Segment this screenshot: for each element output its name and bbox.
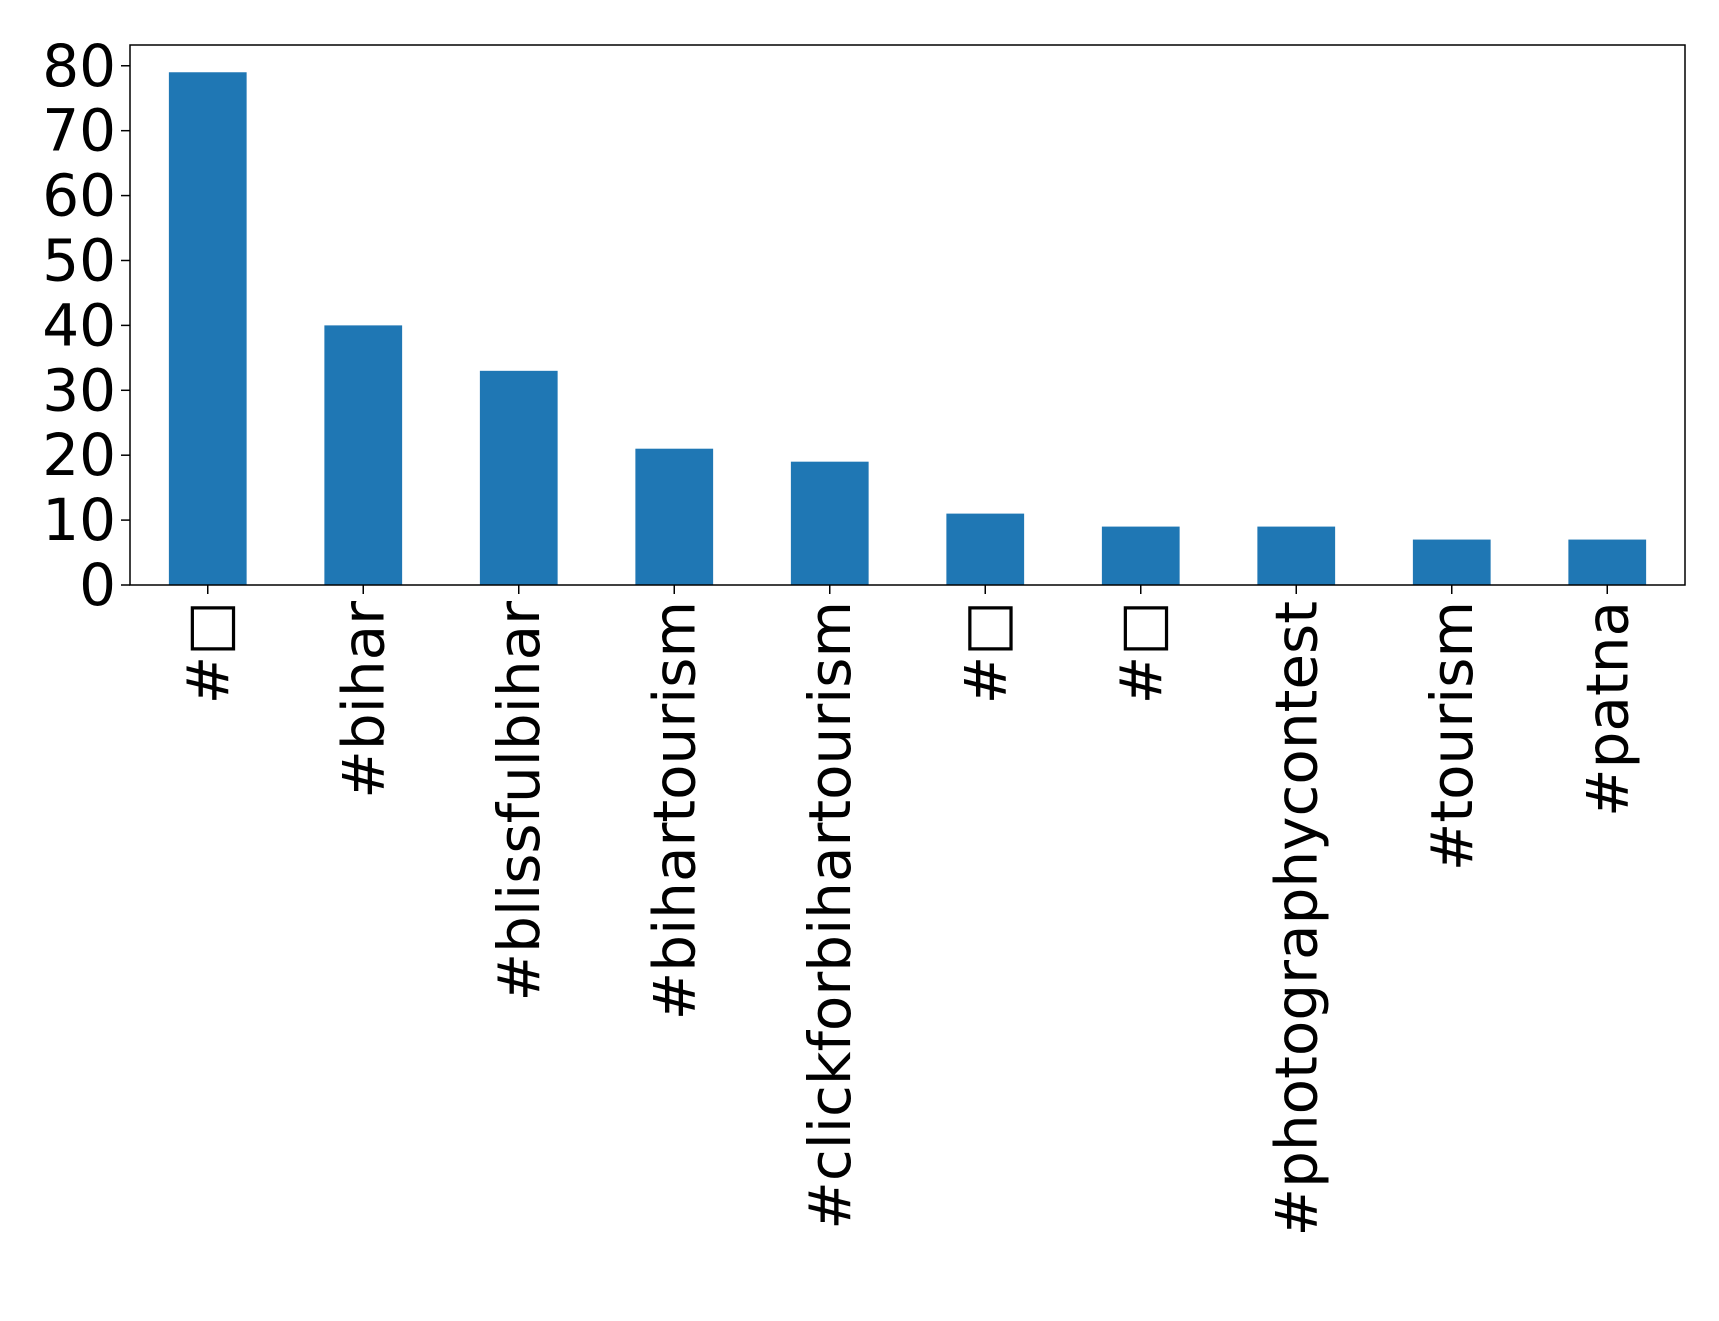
bar-5 <box>946 513 1025 585</box>
y-tick-label: 0 <box>79 551 116 619</box>
x-tick-label: #□ <box>951 601 1019 704</box>
plot-area-frame <box>129 44 1686 586</box>
x-tick-label: #patna <box>1573 601 1641 817</box>
y-tick-label: 30 <box>42 356 116 424</box>
y-tick-label: 60 <box>42 162 116 230</box>
x-tick-label: #□ <box>174 601 242 704</box>
bars-layer <box>168 72 1647 585</box>
bar-4 <box>790 461 869 585</box>
x-axis: #□ #bihar #blissfulbihar #bihartourism #clic… <box>174 585 1641 1237</box>
x-tick-label: #bihar <box>329 601 397 799</box>
x-tick-label: #bihartourism <box>640 601 708 1020</box>
bar-9 <box>1568 539 1647 585</box>
bar-1 <box>324 325 403 585</box>
bar-6 <box>1101 526 1180 585</box>
x-tick-label: #tourism <box>1418 601 1486 871</box>
y-tick-label: 50 <box>42 226 116 294</box>
y-tick-label: 40 <box>42 291 116 359</box>
x-tick-label: #□ <box>1107 601 1175 704</box>
bar-8 <box>1412 539 1491 585</box>
x-tick-label: #clickforbihartourism <box>796 601 864 1230</box>
bar-3 <box>635 448 714 585</box>
x-tick-label: #blissfulbihar <box>485 601 553 1002</box>
bar-7 <box>1257 526 1336 585</box>
y-tick-label: 20 <box>42 421 116 489</box>
bar-0 <box>168 72 247 585</box>
bar-2 <box>479 370 558 585</box>
y-tick-label: 10 <box>42 486 116 554</box>
x-tick-label: #photographycontest <box>1262 601 1330 1237</box>
y-tick-label: 70 <box>42 97 116 165</box>
y-tick-label: 80 <box>42 32 116 100</box>
